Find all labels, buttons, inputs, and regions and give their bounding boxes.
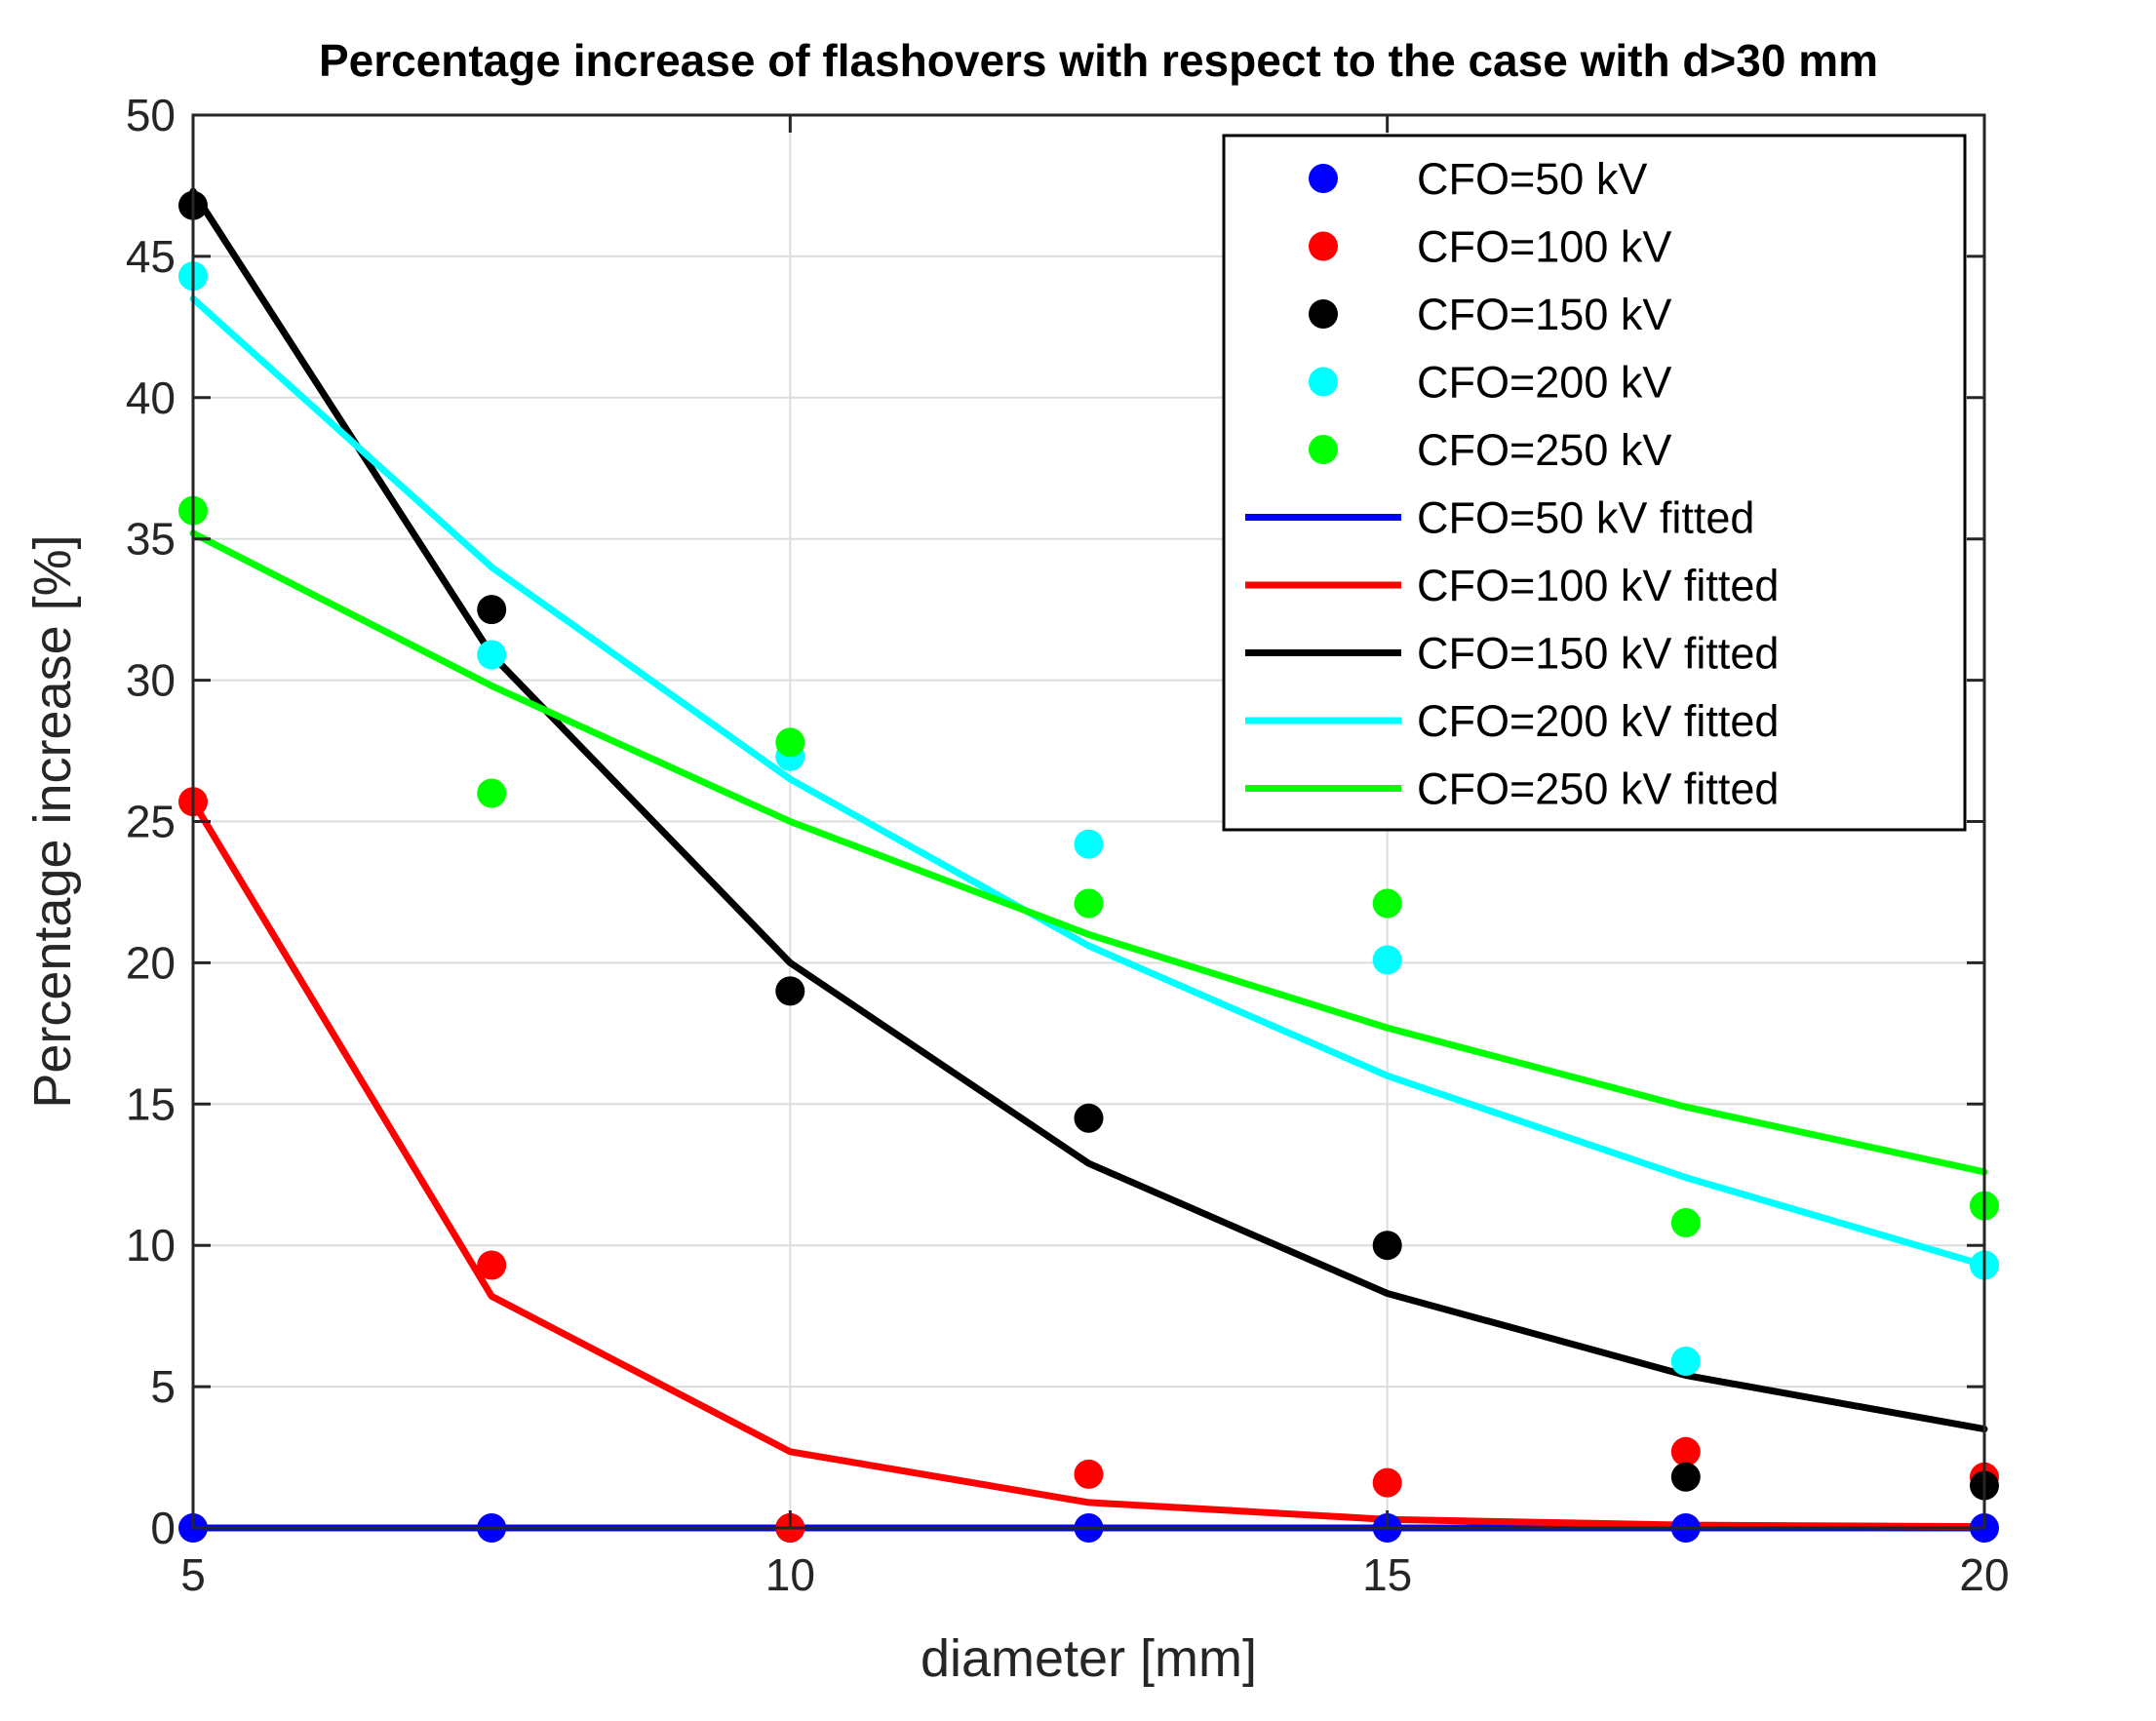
x-tick-label: 15 bbox=[1362, 1549, 1412, 1600]
data-point-cfo-150-kv bbox=[1670, 1462, 1701, 1492]
data-point-cfo-200-kv bbox=[477, 640, 507, 670]
y-tick-label: 10 bbox=[126, 1220, 176, 1271]
legend-item-cfo-250-kv: CFO=250 kV bbox=[1309, 425, 1671, 475]
legend-item-cfo-150-kv: CFO=150 kV bbox=[1309, 290, 1671, 339]
legend-label: CFO=50 kV bbox=[1417, 154, 1647, 204]
legend-item-cfo-250-kv-fitted: CFO=250 kV fitted bbox=[1245, 764, 1779, 814]
x-tick-label: 10 bbox=[765, 1549, 815, 1600]
data-point-cfo-150-kv bbox=[477, 595, 507, 625]
legend-item-cfo-200-kv-fitted: CFO=200 kV fitted bbox=[1245, 696, 1779, 746]
legend-marker bbox=[1309, 231, 1338, 261]
data-point-cfo-150-kv bbox=[1074, 1103, 1104, 1133]
data-point-cfo-150-kv bbox=[1372, 1231, 1402, 1261]
legend-label: CFO=150 kV fitted bbox=[1417, 629, 1779, 679]
y-axis-title: Percentage increase [%] bbox=[23, 534, 82, 1108]
chart-title: Percentage increase of flashovers with r… bbox=[319, 35, 1878, 86]
y-tick-label: 20 bbox=[126, 937, 176, 988]
data-point-cfo-100-kv bbox=[1074, 1459, 1104, 1489]
legend-label: CFO=200 kV fitted bbox=[1417, 696, 1779, 746]
data-point-cfo-100-kv bbox=[477, 1250, 507, 1280]
data-point-cfo-250-kv bbox=[1074, 888, 1104, 919]
y-tick-label: 25 bbox=[126, 797, 176, 847]
legend: CFO=50 kV CFO=100 kV CFO=150 kV CFO=200 kV C… bbox=[1222, 134, 1967, 832]
legend-label: CFO=250 kV bbox=[1417, 425, 1671, 475]
legend-label: CFO=150 kV bbox=[1417, 290, 1671, 339]
legend-item-cfo-50-kv: CFO=50 kV bbox=[1309, 154, 1647, 204]
legend-marker bbox=[1309, 164, 1338, 193]
legend-item-cfo-100-kv-fitted: CFO=100 kV fitted bbox=[1245, 561, 1779, 610]
data-point-cfo-150-kv bbox=[775, 976, 805, 1006]
y-tick-label: 45 bbox=[126, 231, 176, 282]
legend-item-cfo-50-kv-fitted: CFO=50 kV fitted bbox=[1245, 493, 1754, 543]
legend-item-cfo-150-kv-fitted: CFO=150 kV fitted bbox=[1245, 629, 1779, 679]
legend-marker bbox=[1309, 367, 1338, 397]
legend-marker bbox=[1309, 435, 1338, 464]
data-point-cfo-100-kv bbox=[1670, 1436, 1701, 1467]
data-point-cfo-100-kv bbox=[1372, 1467, 1402, 1498]
data-point-cfo-200-kv bbox=[1074, 829, 1104, 859]
x-tick-label: 20 bbox=[1959, 1549, 2009, 1600]
series-line-cfo-250-kv-fitted bbox=[189, 529, 1988, 1176]
legend-item-cfo-100-kv: CFO=100 kV bbox=[1309, 222, 1671, 272]
series-line-cfo-200-kv-fitted bbox=[189, 294, 1988, 1269]
legend-label: CFO=250 kV fitted bbox=[1417, 764, 1779, 814]
legend-marker bbox=[1309, 299, 1338, 329]
data-point-cfo-250-kv bbox=[1670, 1208, 1701, 1237]
data-point-cfo-200-kv bbox=[1372, 945, 1402, 975]
legend-label: CFO=200 kV bbox=[1417, 358, 1671, 408]
data-point-cfo-250-kv bbox=[1372, 888, 1402, 919]
legend-label: CFO=50 kV fitted bbox=[1417, 493, 1754, 543]
legend-label: CFO=100 kV fitted bbox=[1417, 561, 1779, 610]
legend-item-cfo-200-kv: CFO=200 kV bbox=[1309, 358, 1671, 408]
data-point-cfo-250-kv bbox=[775, 727, 805, 758]
y-tick-label: 35 bbox=[126, 514, 176, 565]
x-axis-title: diameter [mm] bbox=[921, 1629, 1257, 1688]
y-tick-label: 15 bbox=[126, 1078, 176, 1129]
x-tick-label: 5 bbox=[180, 1549, 206, 1600]
y-tick-label: 5 bbox=[150, 1361, 176, 1412]
legend-items: CFO=50 kV CFO=100 kV CFO=150 kV CFO=200 kV C… bbox=[1245, 154, 1779, 814]
y-tick-label: 30 bbox=[126, 655, 176, 706]
data-point-cfo-250-kv bbox=[477, 778, 507, 808]
y-tick-label: 40 bbox=[126, 372, 176, 423]
y-tick-label: 0 bbox=[150, 1503, 176, 1553]
legend-label: CFO=100 kV bbox=[1417, 222, 1671, 272]
data-point-cfo-200-kv bbox=[1670, 1347, 1701, 1376]
legend-box bbox=[1222, 134, 1967, 832]
y-tick-label: 50 bbox=[126, 90, 176, 140]
